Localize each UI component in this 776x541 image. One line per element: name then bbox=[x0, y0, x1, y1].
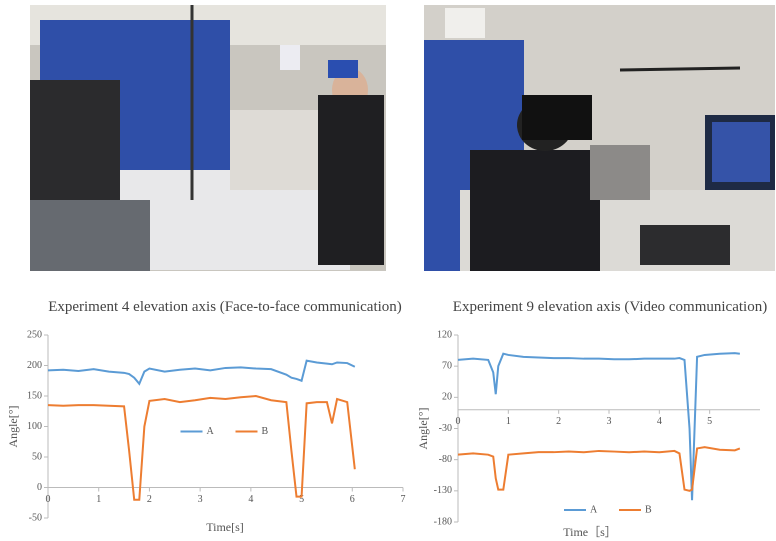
y-tick-label: 70 bbox=[442, 360, 452, 371]
page: -5005010015020025001234567Time[s]Angle[°… bbox=[0, 0, 776, 541]
y-tick-label: -30 bbox=[439, 423, 452, 434]
x-axis-label: Time[s] bbox=[206, 520, 244, 534]
x-tick-label: 5 bbox=[707, 416, 712, 427]
x-tick-label: 0 bbox=[456, 416, 461, 427]
y-tick-label: -130 bbox=[434, 485, 452, 496]
legend-label: A bbox=[207, 426, 215, 437]
x-tick-label: 0 bbox=[46, 494, 51, 505]
x-tick-label: 1 bbox=[506, 416, 511, 427]
data-line bbox=[48, 361, 355, 384]
y-tick-label: 20 bbox=[442, 392, 452, 403]
legend-label: B bbox=[262, 426, 269, 437]
y-tick-label: 0 bbox=[37, 482, 42, 493]
y-tick-label: 100 bbox=[27, 421, 42, 432]
y-axis-label: Angle[°] bbox=[416, 407, 430, 449]
x-tick-label: 3 bbox=[607, 416, 612, 427]
y-tick-label: -50 bbox=[29, 512, 42, 523]
x-tick-label: 2 bbox=[147, 494, 152, 505]
data-line bbox=[458, 353, 740, 500]
data-line bbox=[458, 447, 740, 491]
x-tick-label: 2 bbox=[556, 416, 561, 427]
chart: -180 -130 -80 -30 20 70 120 0 1 2 3 4 5 Time［s］ Angle[… bbox=[416, 329, 760, 538]
x-tick-label: 4 bbox=[248, 494, 253, 505]
y-tick-label: 150 bbox=[27, 390, 42, 401]
x-tick-label: 7 bbox=[401, 494, 406, 505]
legend-label: B bbox=[645, 504, 652, 515]
data-line bbox=[48, 396, 355, 500]
x-tick-label: 4 bbox=[657, 416, 662, 427]
figure: -5005010015020025001234567Time[s]Angle[°… bbox=[0, 0, 776, 541]
photo-right bbox=[424, 5, 775, 271]
y-tick-label: -80 bbox=[439, 454, 452, 465]
y-tick-label: 200 bbox=[27, 360, 42, 371]
x-tick-label: 3 bbox=[198, 494, 203, 505]
chart-title: Experiment 4 elevation axis (Face-to-fac… bbox=[40, 298, 410, 316]
y-axis-label: Angle[°] bbox=[6, 405, 20, 447]
chart-title: Experiment 9 elevation axis (Video commu… bbox=[450, 298, 770, 316]
y-tick-label: 120 bbox=[437, 329, 452, 340]
x-tick-label: 6 bbox=[350, 494, 355, 505]
photo-left bbox=[30, 5, 386, 271]
y-tick-label: 50 bbox=[32, 451, 42, 462]
x-axis-label: Time［s］ bbox=[563, 525, 617, 539]
y-tick-label: -180 bbox=[434, 516, 452, 527]
legend-label: A bbox=[590, 504, 598, 515]
x-tick-label: 1 bbox=[96, 494, 101, 505]
y-tick-label: 250 bbox=[27, 329, 42, 340]
